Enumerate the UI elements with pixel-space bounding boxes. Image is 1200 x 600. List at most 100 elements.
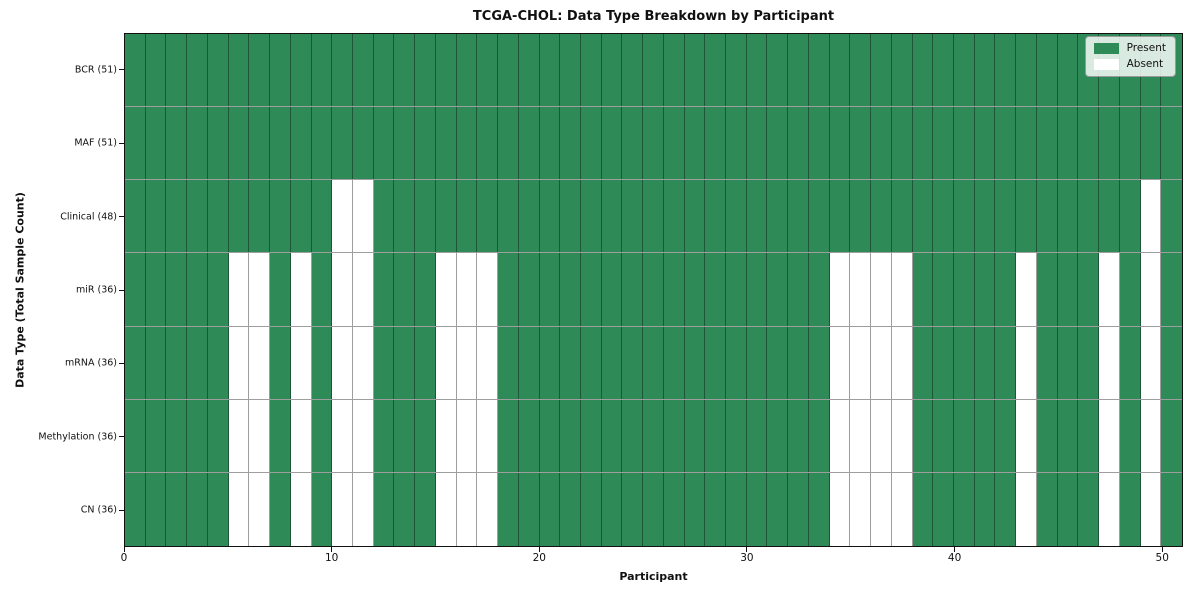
heatmap-cell [1099,180,1120,253]
heatmap-cell [125,107,146,180]
heatmap-row-maf [125,107,1182,181]
heatmap-cell [788,326,809,399]
heatmap-cell [1140,180,1162,253]
y-tick-mark [119,216,124,218]
heatmap-cell [580,326,602,399]
heatmap-cell [1036,34,1058,107]
heatmap-cell [1078,399,1100,472]
heatmap-cell [622,180,644,253]
heatmap-cell [746,399,768,472]
heatmap-cell [891,326,913,399]
heatmap-cell [705,34,727,107]
heatmap-cell [1161,326,1182,399]
heatmap-cell [850,180,872,253]
heatmap-cell [622,34,644,107]
heatmap-cell [145,472,167,546]
heatmap-cell [415,326,436,399]
heatmap-cell [933,107,955,180]
heatmap-row-bcr [125,34,1182,108]
heatmap-cell [663,34,685,107]
heatmap-cell [1119,253,1141,326]
heatmap-cell [352,180,374,253]
heatmap-cell [187,253,208,326]
heatmap-cell [912,180,934,253]
heatmap-cell [1036,107,1058,180]
heatmap-cell [518,180,540,253]
heatmap-cell [1016,326,1037,399]
heatmap-cell [580,180,602,253]
heatmap-cell [1016,107,1037,180]
heatmap-cell [1119,180,1141,253]
heatmap-cell [663,399,685,472]
heatmap-cell [290,472,312,546]
heatmap-cell [746,34,768,107]
heatmap-cell [332,399,353,472]
heatmap-cell [954,180,975,253]
heatmap-cell [933,326,955,399]
heatmap-cell [912,107,934,180]
heatmap-cell [435,399,457,472]
heatmap-cell [954,399,975,472]
x-tick-label: 50 [1155,552,1169,564]
heatmap-cell [1119,399,1141,472]
heatmap-cell [539,399,561,472]
heatmap-cell [560,180,581,253]
heatmap-cell [477,326,499,399]
heatmap-cell [518,472,540,546]
heatmap-cell [871,326,892,399]
heatmap-cell [249,399,271,472]
heatmap-cell [311,253,333,326]
heatmap-cell [1016,180,1037,253]
heatmap-cell [954,34,975,107]
heatmap-cell [498,326,519,399]
heatmap-cell [145,399,167,472]
heatmap-cell [788,472,809,546]
absent-swatch-icon [1093,59,1119,70]
heatmap-cell [539,326,561,399]
heatmap-cell [808,253,830,326]
heatmap-cell [1016,399,1037,472]
heatmap-cell [560,253,581,326]
heatmap-cell [663,253,685,326]
heatmap-cell [933,399,955,472]
heatmap-cell [933,472,955,546]
heatmap-cell [207,34,229,107]
x-tick-mark [123,547,125,552]
heatmap-cell [622,399,644,472]
heatmap-cell [746,253,768,326]
heatmap-cell [373,107,395,180]
heatmap-cell [726,253,747,326]
heatmap-cell [1036,326,1058,399]
heatmap-cell [373,180,395,253]
heatmap-cell [311,472,333,546]
heatmap-cell [456,107,478,180]
heatmap-cell [788,107,809,180]
heatmap-cell [290,34,312,107]
heatmap-cell [560,34,581,107]
heatmap-cell [1161,399,1182,472]
heatmap-cell [539,253,561,326]
heatmap-cell [1099,107,1120,180]
heatmap-cell [954,472,975,546]
heatmap-cell [394,34,416,107]
heatmap-cell [995,180,1017,253]
heatmap-cell [580,253,602,326]
legend: Present Absent [1084,36,1176,77]
heatmap-cell [228,34,250,107]
x-tick-label: 30 [740,552,754,564]
heatmap-cell [539,34,561,107]
heatmap-cell [726,34,747,107]
heatmap-cell [850,472,872,546]
heatmap-cell [435,472,457,546]
heatmap-row-mrna [125,326,1182,400]
heatmap-cell [145,253,167,326]
heatmap-cell [1161,253,1182,326]
chart-title: TCGA-CHOL: Data Type Breakdown by Partic… [472,9,835,24]
heatmap-cell [249,472,271,546]
heatmap-cell [1078,472,1100,546]
heatmap-cell [871,34,892,107]
x-tick-label: 0 [120,552,128,564]
legend-entry-present: Present [1093,43,1166,54]
heatmap-cell [974,107,996,180]
heatmap-cell [270,472,291,546]
